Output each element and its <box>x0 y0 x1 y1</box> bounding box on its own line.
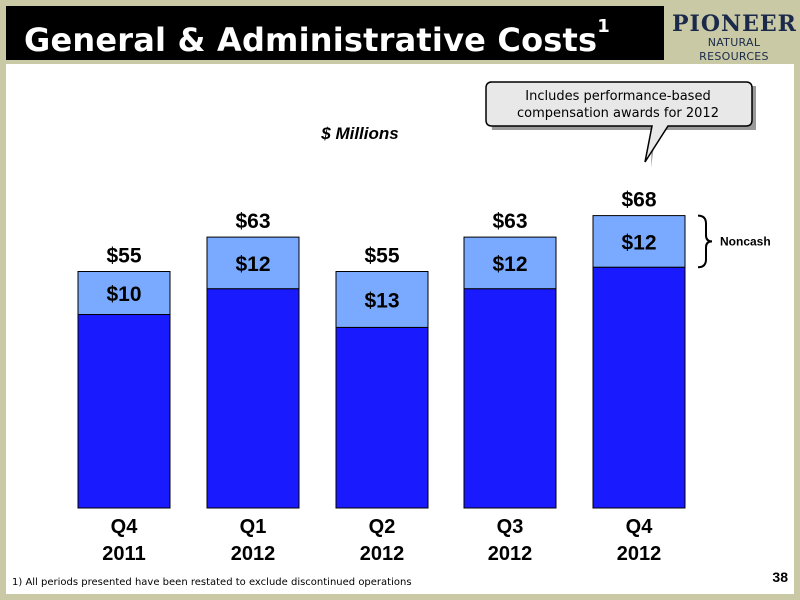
bar-cash-4 <box>592 266 686 509</box>
segment-label-0: $10 <box>106 283 141 306</box>
bar-cash-2 <box>335 326 429 509</box>
noncash-legend-label: Noncash <box>720 234 771 248</box>
category-label-quarter-3: Q3 <box>497 516 524 538</box>
category-label-year-2: 2012 <box>360 543 405 565</box>
category-label-quarter-2: Q2 <box>369 516 396 538</box>
page-title: General & Administrative Costs1 <box>24 16 610 60</box>
company-logo: PIONEER NATURAL RESOURCES <box>672 11 797 63</box>
category-label-quarter-0: Q4 <box>111 516 139 538</box>
callout-bubble <box>485 81 753 163</box>
title-footnote-marker: 1 <box>597 16 610 37</box>
chart-title: $ Millions <box>320 124 398 143</box>
bar-noncash-4 <box>592 215 686 268</box>
logo-subtitle: NATURAL RESOURCES <box>699 36 769 63</box>
bar-cash-1 <box>206 288 300 509</box>
category-label-year-3: 2012 <box>488 543 533 565</box>
footnote: 1) All periods presented have been resta… <box>12 577 412 588</box>
segment-label-1: $12 <box>235 253 270 276</box>
bar-cash-0 <box>77 314 171 509</box>
bar-noncash-1 <box>206 236 300 290</box>
category-label-year-4: 2012 <box>617 543 662 565</box>
title-bar: General & Administrative Costs1 <box>6 6 664 60</box>
total-label-4: $68 <box>621 189 656 212</box>
callout-text-line-1: Includes performance-based <box>525 89 710 104</box>
category-label-year-0: 2011 <box>102 543 145 565</box>
category-label-quarter-4: Q4 <box>626 516 654 538</box>
total-label-0: $55 <box>106 245 141 268</box>
total-label-2: $55 <box>364 245 399 268</box>
total-label-1: $63 <box>235 210 270 233</box>
page-number: 38 <box>772 569 788 585</box>
noncash-bracket <box>697 214 713 269</box>
logo-wordmark: PIONEER <box>672 11 797 37</box>
bar-noncash-3 <box>463 236 557 290</box>
bar-noncash-2 <box>335 271 429 328</box>
segment-label-4: $12 <box>621 231 656 254</box>
category-label-year-1: 2012 <box>231 543 276 565</box>
segment-label-2: $13 <box>364 289 399 312</box>
total-label-3: $63 <box>492 210 527 233</box>
callout-text-line-2: compensation awards for 2012 <box>517 106 719 121</box>
category-label-quarter-1: Q1 <box>240 516 267 538</box>
bar-cash-3 <box>463 288 557 509</box>
bar-noncash-0 <box>77 271 171 315</box>
segment-label-3: $12 <box>492 253 527 276</box>
